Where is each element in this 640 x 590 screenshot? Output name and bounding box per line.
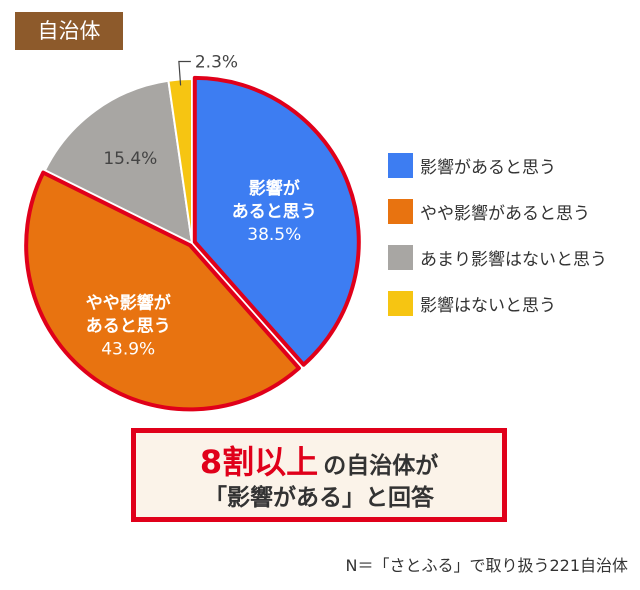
- slice-label: あると思う: [86, 316, 171, 336]
- legend-item: 影響があると思う: [388, 152, 607, 179]
- legend-swatch: [388, 153, 413, 178]
- footnote: N＝「さとふる」で取り扱う221自治体: [345, 556, 628, 575]
- slice-value-label: 2.3%: [195, 52, 238, 72]
- legend-label: 影響はないと思う: [420, 296, 556, 316]
- callout-highlight: 8割以上: [199, 443, 319, 481]
- pie-slice: [44, 79, 193, 244]
- pie-slice: [24, 170, 301, 412]
- legend-item: 影響はないと思う: [388, 290, 607, 317]
- legend: 影響があると思う やや影響があると思う あまり影響はないと思う 影響はないと思う: [388, 152, 607, 336]
- legend-swatch: [388, 291, 413, 316]
- callout-line2: 「影響がある」と回答: [204, 485, 434, 511]
- pie-slice: [192, 75, 361, 367]
- legend-item: やや影響があると思う: [388, 198, 607, 225]
- legend-swatch: [388, 199, 413, 224]
- slice-value-label: 43.9%: [101, 339, 155, 359]
- slice-label: やや影響が: [86, 292, 171, 313]
- legend-label: 影響があると思う: [420, 158, 556, 178]
- slice-value-label: 38.5%: [247, 225, 301, 245]
- slice-value-label: 15.4%: [103, 149, 157, 169]
- slice-label: 影響が: [249, 178, 300, 199]
- legend-label: あまり影響はないと思う: [420, 250, 607, 270]
- legend-item: あまり影響はないと思う: [388, 244, 607, 271]
- leader-line: [178, 60, 191, 86]
- legend-swatch: [388, 245, 413, 270]
- summary-callout: 8割以上 の自治体が 「影響がある」と回答: [131, 428, 507, 522]
- category-tag: 自治体: [15, 12, 123, 50]
- callout-text: の自治体が: [323, 453, 439, 479]
- slice-label: あると思う: [232, 202, 317, 222]
- callout-line1: 8割以上 の自治体が: [136, 443, 502, 481]
- legend-label: やや影響があると思う: [420, 204, 590, 224]
